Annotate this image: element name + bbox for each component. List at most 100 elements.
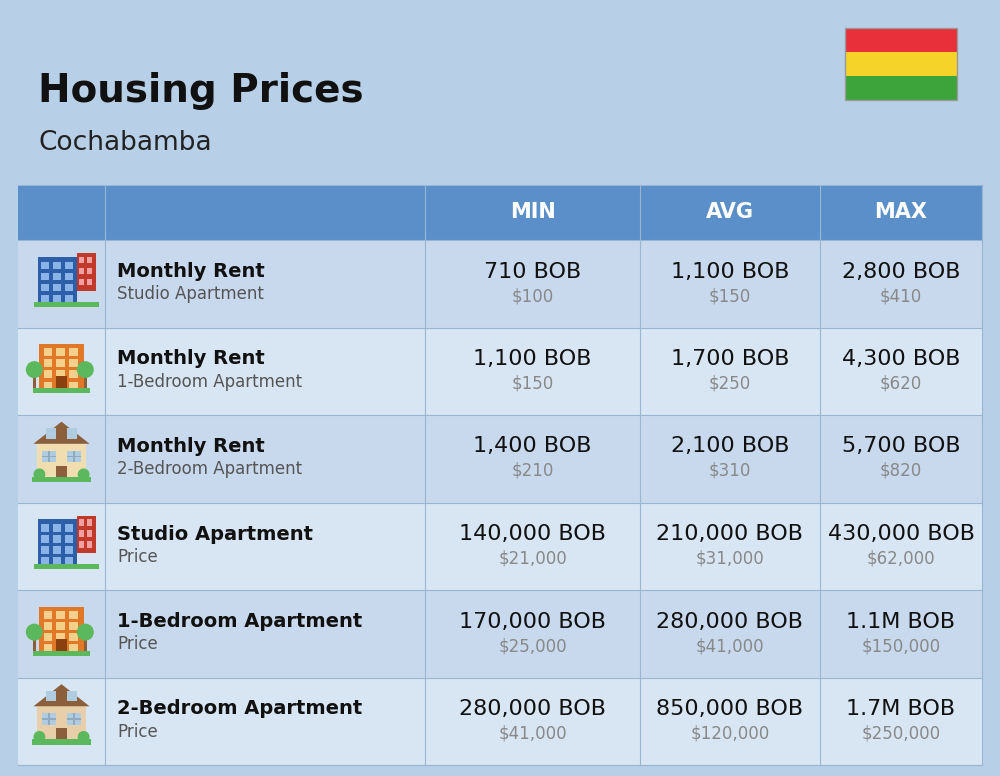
- FancyBboxPatch shape: [79, 257, 84, 263]
- FancyBboxPatch shape: [65, 273, 73, 280]
- Text: 4,300 BOB: 4,300 BOB: [842, 349, 960, 369]
- FancyBboxPatch shape: [425, 503, 640, 590]
- Text: 1-Bedroom Apartment: 1-Bedroom Apartment: [117, 372, 302, 391]
- Circle shape: [26, 624, 43, 641]
- FancyBboxPatch shape: [87, 268, 92, 275]
- Text: $41,000: $41,000: [696, 637, 764, 655]
- FancyBboxPatch shape: [820, 240, 982, 327]
- FancyBboxPatch shape: [640, 590, 820, 677]
- Text: Price: Price: [117, 548, 158, 566]
- FancyBboxPatch shape: [87, 279, 92, 286]
- FancyBboxPatch shape: [425, 677, 640, 765]
- Text: $41,000: $41,000: [498, 725, 567, 743]
- FancyBboxPatch shape: [56, 633, 65, 641]
- FancyBboxPatch shape: [56, 622, 65, 629]
- FancyBboxPatch shape: [41, 295, 49, 303]
- FancyBboxPatch shape: [87, 519, 92, 526]
- Text: 1,700 BOB: 1,700 BOB: [671, 349, 789, 369]
- Text: 1.1M BOB: 1.1M BOB: [846, 611, 956, 632]
- Polygon shape: [33, 684, 90, 706]
- FancyBboxPatch shape: [41, 262, 49, 269]
- Text: $410: $410: [880, 287, 922, 305]
- Text: 1,400 BOB: 1,400 BOB: [473, 436, 592, 456]
- FancyBboxPatch shape: [105, 327, 425, 415]
- Text: Cochabamba: Cochabamba: [38, 130, 212, 156]
- FancyBboxPatch shape: [41, 273, 49, 280]
- Text: $150: $150: [709, 287, 751, 305]
- FancyBboxPatch shape: [79, 530, 84, 537]
- FancyBboxPatch shape: [33, 651, 90, 656]
- FancyBboxPatch shape: [18, 590, 105, 677]
- Text: 280,000 BOB: 280,000 BOB: [459, 699, 606, 719]
- Text: 1,100 BOB: 1,100 BOB: [473, 349, 592, 369]
- FancyBboxPatch shape: [105, 503, 425, 590]
- FancyBboxPatch shape: [845, 52, 957, 76]
- Circle shape: [78, 731, 90, 743]
- FancyBboxPatch shape: [87, 257, 92, 263]
- FancyBboxPatch shape: [84, 637, 87, 651]
- Text: Monthly Rent: Monthly Rent: [117, 349, 265, 369]
- Text: $100: $100: [511, 287, 554, 305]
- FancyBboxPatch shape: [69, 611, 78, 618]
- FancyBboxPatch shape: [69, 633, 78, 641]
- FancyBboxPatch shape: [46, 428, 56, 438]
- FancyBboxPatch shape: [105, 677, 425, 765]
- FancyBboxPatch shape: [820, 415, 982, 503]
- Text: $150: $150: [511, 375, 554, 393]
- FancyBboxPatch shape: [425, 327, 640, 415]
- FancyBboxPatch shape: [69, 644, 78, 652]
- FancyBboxPatch shape: [44, 611, 52, 618]
- Text: $210: $210: [511, 462, 554, 480]
- FancyBboxPatch shape: [67, 451, 81, 462]
- FancyBboxPatch shape: [56, 359, 65, 367]
- Text: MIN: MIN: [510, 203, 555, 223]
- Circle shape: [78, 469, 90, 480]
- FancyBboxPatch shape: [18, 240, 105, 327]
- FancyBboxPatch shape: [53, 262, 61, 269]
- Circle shape: [77, 361, 94, 378]
- FancyBboxPatch shape: [105, 240, 425, 327]
- FancyBboxPatch shape: [53, 273, 61, 280]
- FancyBboxPatch shape: [65, 284, 73, 292]
- Text: 280,000 BOB: 280,000 BOB: [656, 611, 804, 632]
- FancyBboxPatch shape: [65, 546, 73, 554]
- FancyBboxPatch shape: [87, 541, 92, 548]
- FancyBboxPatch shape: [73, 451, 75, 462]
- FancyBboxPatch shape: [56, 729, 67, 743]
- FancyBboxPatch shape: [33, 375, 36, 388]
- FancyBboxPatch shape: [640, 327, 820, 415]
- FancyBboxPatch shape: [640, 415, 820, 503]
- FancyBboxPatch shape: [18, 677, 105, 765]
- FancyBboxPatch shape: [56, 348, 65, 356]
- FancyBboxPatch shape: [65, 525, 73, 532]
- FancyBboxPatch shape: [41, 535, 49, 543]
- FancyBboxPatch shape: [67, 428, 77, 438]
- FancyBboxPatch shape: [41, 557, 49, 565]
- FancyBboxPatch shape: [79, 541, 84, 548]
- Text: $31,000: $31,000: [696, 549, 764, 567]
- FancyBboxPatch shape: [42, 719, 56, 720]
- FancyBboxPatch shape: [105, 415, 425, 503]
- Text: $250: $250: [709, 375, 751, 393]
- FancyBboxPatch shape: [53, 295, 61, 303]
- FancyBboxPatch shape: [69, 370, 78, 378]
- FancyBboxPatch shape: [77, 253, 96, 290]
- Text: 1-Bedroom Apartment: 1-Bedroom Apartment: [117, 612, 362, 631]
- FancyBboxPatch shape: [34, 302, 99, 307]
- FancyBboxPatch shape: [32, 477, 91, 482]
- FancyBboxPatch shape: [53, 525, 61, 532]
- Text: $21,000: $21,000: [498, 549, 567, 567]
- FancyBboxPatch shape: [67, 456, 81, 457]
- FancyBboxPatch shape: [67, 691, 77, 702]
- FancyBboxPatch shape: [41, 546, 49, 554]
- Text: 5,700 BOB: 5,700 BOB: [842, 436, 960, 456]
- FancyBboxPatch shape: [820, 503, 982, 590]
- FancyBboxPatch shape: [56, 644, 65, 652]
- FancyBboxPatch shape: [33, 388, 90, 393]
- FancyBboxPatch shape: [42, 456, 56, 457]
- FancyBboxPatch shape: [44, 370, 52, 378]
- Text: Price: Price: [117, 636, 158, 653]
- Text: 210,000 BOB: 210,000 BOB: [656, 524, 804, 544]
- FancyBboxPatch shape: [640, 185, 820, 240]
- FancyBboxPatch shape: [87, 530, 92, 537]
